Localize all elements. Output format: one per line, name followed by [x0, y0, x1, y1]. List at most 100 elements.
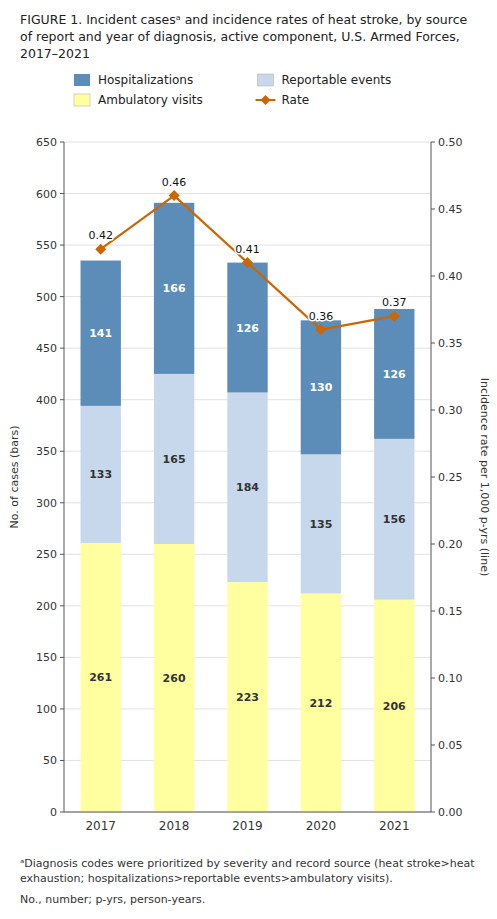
rate-label: 0.41 [235, 243, 260, 256]
y-tick-label: 300 [36, 497, 57, 510]
legend-item: Ambulatory visits [74, 93, 203, 107]
y2-tick [431, 745, 435, 746]
grid-line [64, 812, 431, 813]
legend-item: Rate [256, 93, 310, 107]
y2-axis-line [431, 142, 432, 812]
y-tick-label: 650 [36, 136, 57, 149]
y-tick [60, 451, 64, 452]
legend-label: Reportable events [282, 73, 392, 87]
line-series [95, 190, 400, 335]
y-tick [60, 605, 64, 606]
legend: Hospitalizations Reportable events Ambulat… [74, 73, 391, 107]
rate-line [101, 196, 395, 330]
bar [227, 582, 267, 812]
data-labels: 2612602232122061331651841351561411661261… [88, 176, 406, 713]
y-tick-label: 200 [36, 600, 57, 613]
bar [301, 454, 341, 593]
y-tick [60, 399, 64, 400]
legend-swatch [258, 74, 274, 86]
y2-tick-label: 0.25 [438, 471, 463, 484]
bar [227, 392, 267, 582]
rate-label: 0.36 [309, 310, 334, 323]
bar [374, 439, 414, 600]
footnote-line: exhaustion; hospitalizations>reportable … [20, 872, 393, 885]
legend-label: Hospitalizations [98, 73, 193, 87]
line-marker [95, 244, 106, 255]
legend-swatch [74, 94, 90, 106]
line-marker [242, 257, 253, 268]
y2-tick [431, 209, 435, 210]
y2-tick [431, 611, 435, 612]
y2-tick [431, 544, 435, 545]
y2-tick-label: 0.10 [438, 672, 463, 685]
bar-label: 135 [309, 518, 332, 531]
y2-axis-title: Incidence rate per 1,000 p-yrs (line) [478, 378, 491, 576]
bar-label: 133 [89, 468, 112, 481]
bar-label: 260 [163, 672, 186, 685]
bar-series [81, 374, 415, 600]
axes: 0501001502002503003504004505005506006500… [36, 136, 463, 819]
y-tick-label: 450 [36, 342, 57, 355]
bar-label: 223 [236, 691, 259, 704]
bar-label: 212 [309, 697, 332, 710]
y2-tick [431, 812, 435, 813]
bar [81, 543, 121, 812]
bar [154, 203, 194, 374]
y2-tick [431, 678, 435, 679]
grid-line [64, 193, 431, 194]
rate-label: 0.37 [382, 296, 407, 309]
y-tick [60, 142, 64, 143]
y2-tick-label: 0.20 [438, 538, 463, 551]
y2-tick-label: 0.35 [438, 337, 463, 350]
bar-series [81, 543, 415, 812]
y-tick-label: 100 [36, 703, 57, 716]
y-tick [60, 245, 64, 246]
y-tick-label: 0 [50, 806, 57, 819]
y2-tick-label: 0.40 [438, 270, 463, 283]
y-tick-label: 150 [36, 651, 57, 664]
x-tick-label: 2020 [306, 819, 337, 833]
line-marker [389, 311, 400, 322]
grid-line [64, 142, 431, 143]
bar [374, 600, 414, 812]
bar [81, 406, 121, 543]
y2-tick-label: 0.05 [438, 739, 463, 752]
y-tick-label: 500 [36, 291, 57, 304]
bar-label: 126 [236, 322, 259, 335]
x-axis-line [64, 812, 431, 813]
y-tick [60, 812, 64, 813]
rate-label: 0.46 [162, 176, 187, 189]
legend-label: Rate [282, 93, 310, 107]
bar-label: 206 [383, 700, 406, 713]
y2-tick-label: 0.00 [438, 806, 463, 819]
y-tick [60, 296, 64, 297]
bar-label: 156 [383, 513, 406, 526]
title-line: 2017–2021 [20, 46, 90, 61]
bar-label: 166 [163, 282, 186, 295]
y-tick-label: 250 [36, 548, 57, 561]
bar-label: 130 [309, 381, 332, 394]
y2-tick [431, 276, 435, 277]
y-tick [60, 554, 64, 555]
footnote-line: No., number; p-yrs, person-years. [20, 893, 205, 906]
title-line: FIGURE 1. Incident casesᵃ and incidence … [20, 12, 468, 27]
footnote: No., number; p-yrs, person-years. [20, 893, 205, 906]
rate-label: 0.42 [88, 229, 113, 242]
bar [301, 593, 341, 812]
x-tick-label: 2017 [85, 819, 116, 833]
footnote-line: ᵃDiagnosis codes were prioritized by sev… [20, 857, 475, 870]
line-marker [169, 190, 180, 201]
y-tick-label: 600 [36, 188, 57, 201]
y-tick-label: 400 [36, 394, 57, 407]
y-tick [60, 657, 64, 658]
bar [301, 320, 341, 454]
y-tick-label: 550 [36, 239, 57, 252]
bar [227, 263, 267, 393]
y-axis-line [64, 142, 65, 812]
x-tick-label: 2018 [159, 819, 190, 833]
y-tick-label: 50 [43, 754, 57, 767]
bar [154, 374, 194, 544]
bar-series [81, 203, 415, 455]
bar [81, 261, 121, 406]
bar-label: 141 [89, 327, 112, 340]
